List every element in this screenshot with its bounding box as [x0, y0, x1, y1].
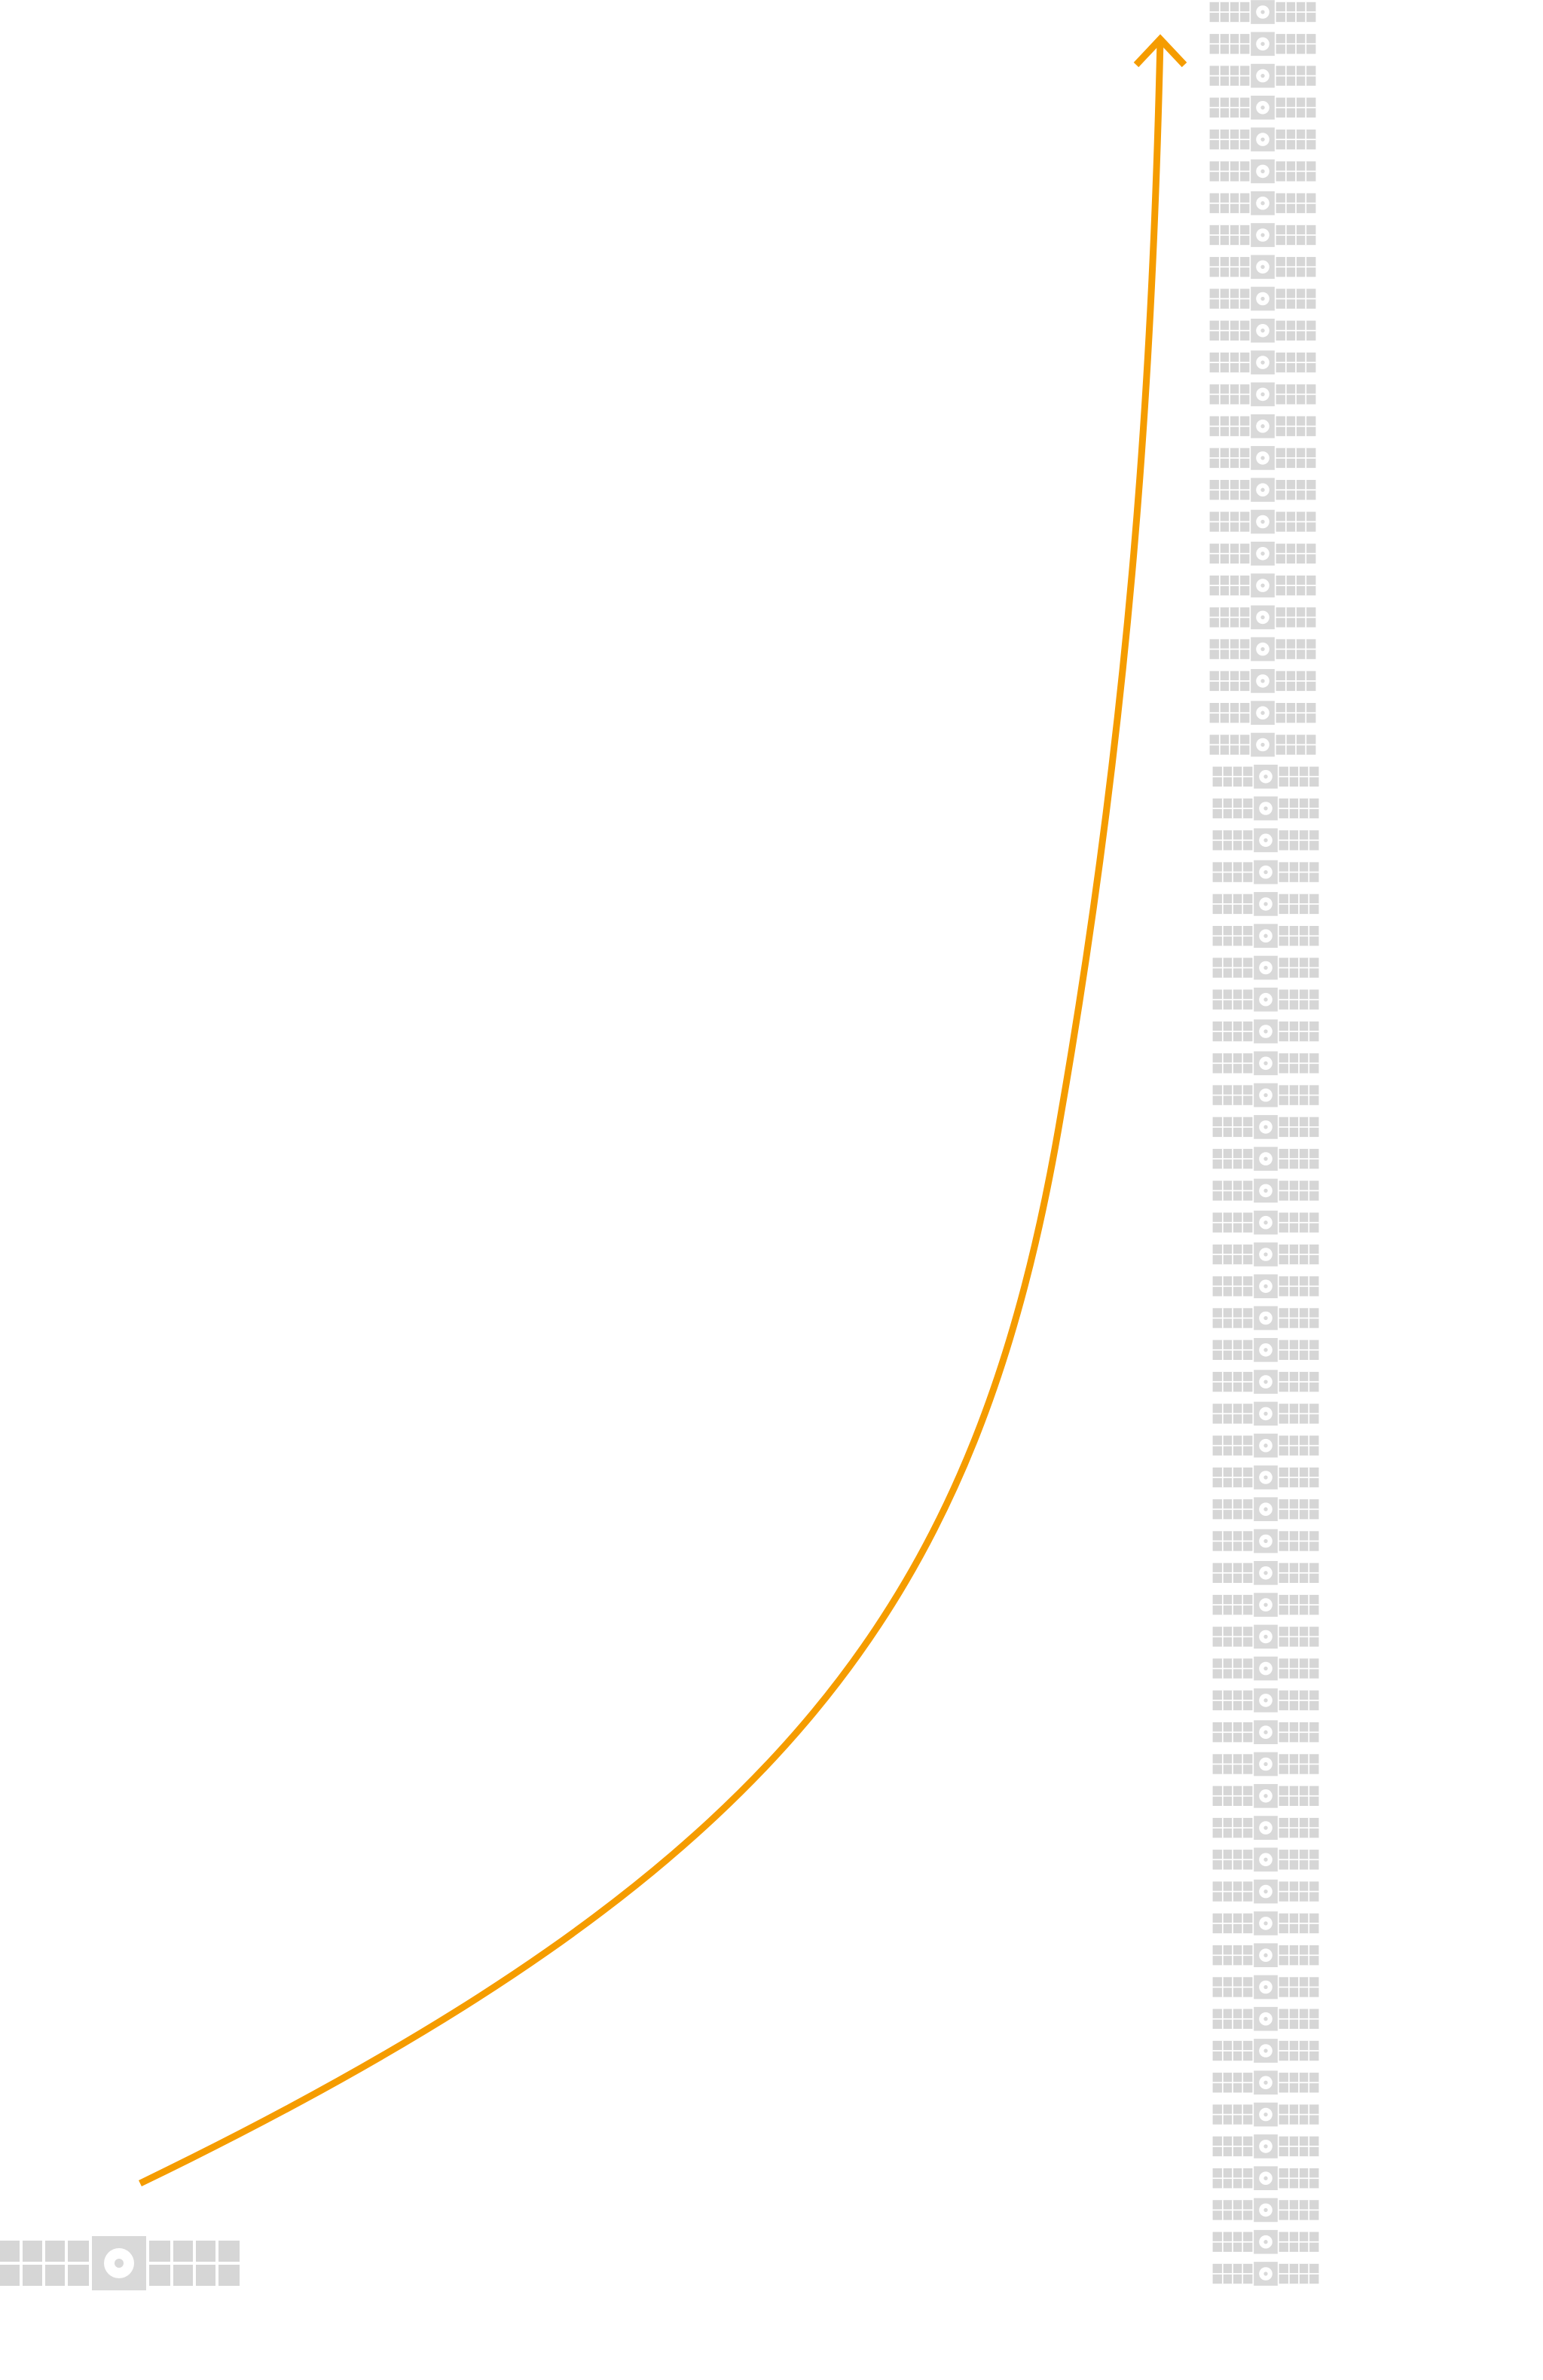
stacked-satellite-icon: [1208, 0, 1317, 25]
stacked-satellite-icon: [1211, 1847, 1320, 1873]
stacked-satellite-icon: [1208, 573, 1317, 598]
stacked-satellite-icon: [1208, 381, 1317, 408]
stacked-satellite-icon: [1208, 158, 1317, 185]
stacked-satellite-icon: [1211, 1337, 1320, 1363]
stacked-satellite-icon: [1211, 1369, 1320, 1395]
stacked-satellite-icon: [1208, 63, 1317, 89]
stacked-satellite-icon: [1208, 445, 1317, 471]
growth-curve: [139, 38, 1164, 2187]
stacked-satellite-icon: [1211, 1465, 1320, 1490]
stacked-satellite-icon: [1211, 1496, 1320, 1522]
stacked-satellite-icon: [1211, 764, 1320, 790]
stacked-satellite-icon: [1211, 1719, 1320, 1745]
stacked-satellite-icon: [1211, 2229, 1320, 2255]
stacked-satellite-icon: [1208, 668, 1317, 694]
stacked-satellite-icon: [1211, 2070, 1320, 2096]
stacked-satellite-icon: [1208, 254, 1317, 280]
stacked-satellite-icon: [1211, 1019, 1320, 1044]
stacked-satellite-icon: [1211, 2006, 1320, 2032]
stacked-satellite-icon: [1211, 1178, 1320, 1204]
stacked-satellite-icon: [1211, 1911, 1320, 1936]
stacked-satellite-icon: [1208, 700, 1317, 726]
stacked-satellite-icon: [1211, 1783, 1320, 1809]
stacked-satellite-icon: [1208, 541, 1317, 567]
stacked-satellite-icon: [1208, 31, 1317, 57]
stacked-satellite-icon: [1211, 1050, 1320, 1077]
stacked-satellite-icon: [1208, 636, 1317, 662]
stacked-satellite-icon: [1211, 2134, 1320, 2159]
stacked-satellite-icon: [1208, 604, 1317, 631]
stacked-satellite-icon: [1211, 955, 1320, 981]
stacked-satellite-icon: [1211, 986, 1320, 1013]
start-satellite-icon: [0, 2235, 241, 2292]
stacked-satellite-icon: [1211, 859, 1320, 885]
stacked-satellite-icon: [1208, 318, 1317, 344]
stacked-satellite-icon: [1211, 923, 1320, 949]
satellite-stack: [1208, 0, 1320, 2287]
stacked-satellite-icon: [1208, 509, 1317, 535]
stacked-satellite-icon: [1208, 190, 1317, 216]
stacked-satellite-icon: [1211, 1592, 1320, 1618]
stacked-satellite-icon: [1211, 2038, 1320, 2064]
stacked-satellite-icon: [1211, 1242, 1320, 1267]
stacked-satellite-icon: [1211, 1114, 1320, 1140]
stacked-satellite-icon: [1211, 827, 1320, 854]
stacked-satellite-icon: [1211, 1942, 1320, 1968]
stacked-satellite-icon: [1211, 2261, 1320, 2287]
stacked-satellite-icon: [1211, 1624, 1320, 1650]
arrow-up-icon: [1133, 34, 1187, 68]
stacked-satellite-icon: [1211, 1273, 1320, 1300]
stacked-satellite-icon: [1208, 286, 1317, 312]
stacked-satellite-icon: [1211, 1528, 1320, 1554]
stacked-satellite-icon: [1208, 413, 1317, 439]
stacked-satellite-icon: [1208, 350, 1317, 375]
stacked-satellite-icon: [1211, 891, 1320, 917]
stacked-satellite-icon: [1211, 1401, 1320, 1427]
stacked-satellite-icon: [1208, 95, 1317, 121]
stacked-satellite-icon: [1208, 477, 1317, 503]
stacked-satellite-icon: [1208, 127, 1317, 152]
stacked-satellite-icon: [1211, 796, 1320, 821]
stacked-satellite-icon: [1211, 1082, 1320, 1108]
start-satellite-group: [0, 2235, 241, 2292]
stacked-satellite-icon: [1211, 2101, 1320, 2128]
stacked-satellite-icon: [1211, 1751, 1320, 1777]
stacked-satellite-icon: [1211, 2197, 1320, 2223]
stacked-satellite-icon: [1208, 732, 1317, 758]
stacked-satellite-icon: [1211, 1209, 1320, 1236]
stacked-satellite-icon: [1211, 1878, 1320, 1905]
stacked-satellite-icon: [1211, 2165, 1320, 2191]
stacked-satellite-icon: [1208, 222, 1317, 248]
stacked-satellite-icon: [1211, 1305, 1320, 1331]
stacked-satellite-icon: [1211, 1655, 1320, 1682]
stacked-satellite-icon: [1211, 1815, 1320, 1841]
stacked-satellite-icon: [1211, 1146, 1320, 1172]
stacked-satellite-icon: [1211, 1974, 1320, 2000]
stacked-satellite-icon: [1211, 1688, 1320, 1713]
stacked-satellite-icon: [1211, 1560, 1320, 1586]
stacked-satellite-icon: [1211, 1432, 1320, 1459]
